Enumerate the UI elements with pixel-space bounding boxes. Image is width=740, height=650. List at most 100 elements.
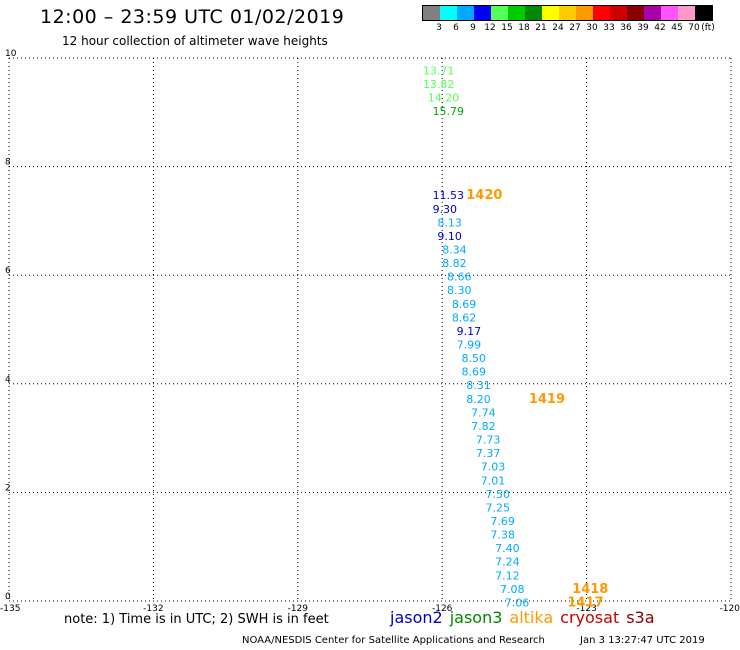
color-scale-label: 42 xyxy=(654,23,666,33)
wave-height-label: 9.17 xyxy=(457,325,482,338)
x-tick-label: -120 xyxy=(720,604,740,614)
color-swatch xyxy=(695,6,712,20)
color-scale-label: 39 xyxy=(637,23,649,33)
y-tick-label: 4 xyxy=(5,375,11,385)
wave-height-label: 7.69 xyxy=(490,515,515,528)
color-scale-legend: 3 6 9 12 15 18 21 24 27 30 33 36 39 42 45 70 (ft) xyxy=(422,5,715,35)
wave-height-label: 15.79 xyxy=(433,105,465,118)
wave-height-label: 7.74 xyxy=(471,406,496,419)
legend-item-altika: altika xyxy=(509,608,554,627)
color-swatch xyxy=(525,6,542,20)
color-scale-label: 6 xyxy=(453,23,459,33)
wave-height-label: 7.08 xyxy=(500,583,524,596)
color-scale-label: 27 xyxy=(569,23,581,33)
color-scale-label: 21 xyxy=(535,23,547,33)
wave-height-label: 7.50 xyxy=(486,488,511,501)
x-tick-label: -129 xyxy=(288,604,309,614)
wave-height-label: 8.30 xyxy=(447,284,472,297)
wave-height-label: 13.82 xyxy=(423,78,455,91)
legend-item-jason2: jason2 xyxy=(390,608,443,627)
time-label: 1420 xyxy=(466,188,502,203)
color-swatch xyxy=(457,6,474,20)
color-swatch xyxy=(627,6,644,20)
color-scale-label: 36 xyxy=(620,23,632,33)
legend-item-s3a: s3a xyxy=(626,608,655,627)
color-swatch xyxy=(440,6,457,20)
wave-height-label: 8.69 xyxy=(461,366,486,379)
color-swatch xyxy=(644,6,661,20)
wave-height-label: 8.69 xyxy=(452,298,477,311)
legend-item-jason3: jason3 xyxy=(449,608,503,627)
wave-height-label: 7.01 xyxy=(481,474,506,487)
color-scale-label: 3 xyxy=(436,23,442,33)
wave-height-label: 7.37 xyxy=(476,447,501,460)
wave-height-label: 7.06 xyxy=(505,596,529,609)
wave-height-label: 7.99 xyxy=(457,339,482,352)
wave-height-label: 8.20 xyxy=(466,393,491,406)
legend-item-cryosat: cryosat xyxy=(560,608,620,627)
color-swatch xyxy=(508,6,525,20)
satellite-legend: jason2 jason3 altika cryosat s3a xyxy=(390,608,662,627)
color-swatch xyxy=(576,6,593,20)
color-swatch xyxy=(610,6,627,20)
y-tick-label: 10 xyxy=(5,49,17,59)
y-tick-label: 0 xyxy=(5,592,11,602)
generation-timestamp: Jan 3 13:27:47 UTC 2019 xyxy=(580,635,705,646)
color-scale-label: 18 xyxy=(518,23,530,33)
chart-title: 12:00 – 23:59 UTC 01/02/2019 xyxy=(40,6,345,28)
wave-height-label: 8.13 xyxy=(437,216,462,229)
x-tick-label: -123 xyxy=(576,604,596,614)
wave-height-label: 11.53 xyxy=(433,189,465,202)
wave-height-label: 8.34 xyxy=(442,243,467,256)
wave-height-label: 7.73 xyxy=(476,434,501,447)
y-tick-label: 6 xyxy=(5,266,11,276)
wave-height-label: 7.03 xyxy=(481,461,506,474)
color-swatch xyxy=(661,6,678,20)
color-scale-label: 24 xyxy=(552,23,564,33)
wave-height-label: 8.82 xyxy=(442,257,467,270)
color-swatch xyxy=(678,6,695,20)
y-tick-label: 8 xyxy=(5,158,11,168)
color-scale-swatches xyxy=(422,5,713,21)
wave-height-label: 14.20 xyxy=(428,91,460,104)
color-swatch xyxy=(474,6,491,20)
time-label: 1419 xyxy=(529,392,565,407)
wave-height-label: 7.40 xyxy=(495,542,520,555)
wave-height-label: 7.12 xyxy=(495,569,520,582)
footer-note: note: 1) Time is in UTC; 2) SWH is in fe… xyxy=(64,612,329,627)
x-tick-label: -135 xyxy=(0,604,20,614)
y-tick-label: 2 xyxy=(5,483,11,493)
x-tick-label: -126 xyxy=(432,604,453,614)
time-label: 1418 xyxy=(572,582,608,597)
chart-subtitle: 12 hour collection of altimeter wave hei… xyxy=(62,34,328,48)
color-swatch xyxy=(423,6,440,20)
wave-height-label: 7.82 xyxy=(471,420,496,433)
color-swatch xyxy=(491,6,508,20)
color-scale-label: 15 xyxy=(501,23,513,33)
color-scale-unit: (ft) xyxy=(701,23,715,33)
color-scale-label: 30 xyxy=(586,23,598,33)
x-tick-label: -132 xyxy=(143,604,163,614)
wave-height-label: 8.66 xyxy=(447,271,472,284)
wave-height-label: 9.10 xyxy=(437,230,462,243)
wave-height-label: 13.71 xyxy=(423,64,455,77)
color-scale-labels: 3 6 9 12 15 18 21 24 27 30 33 36 39 42 45 70 (ft) xyxy=(422,23,715,35)
wave-height-label: 7.24 xyxy=(495,556,520,569)
credit-line: NOAA/NESDIS Center for Satellite Applica… xyxy=(242,635,545,646)
color-scale-label: 12 xyxy=(484,23,496,33)
color-swatch xyxy=(593,6,610,20)
wave-height-label: 8.31 xyxy=(466,379,491,392)
wave-height-label: 8.62 xyxy=(452,311,477,324)
wave-height-label: 7.25 xyxy=(486,501,511,514)
color-scale-label: 45 xyxy=(671,23,683,33)
wave-height-label: 9.30 xyxy=(433,203,458,216)
color-scale-label: 70 xyxy=(688,23,700,33)
wave-height-label: 8.50 xyxy=(461,352,486,365)
time-label: 1417 xyxy=(567,595,603,610)
color-swatch xyxy=(559,6,576,20)
wave-height-label: 7.38 xyxy=(490,529,515,542)
color-scale-label: 9 xyxy=(470,23,476,33)
color-swatch xyxy=(542,6,559,20)
color-scale-label: 33 xyxy=(603,23,615,33)
